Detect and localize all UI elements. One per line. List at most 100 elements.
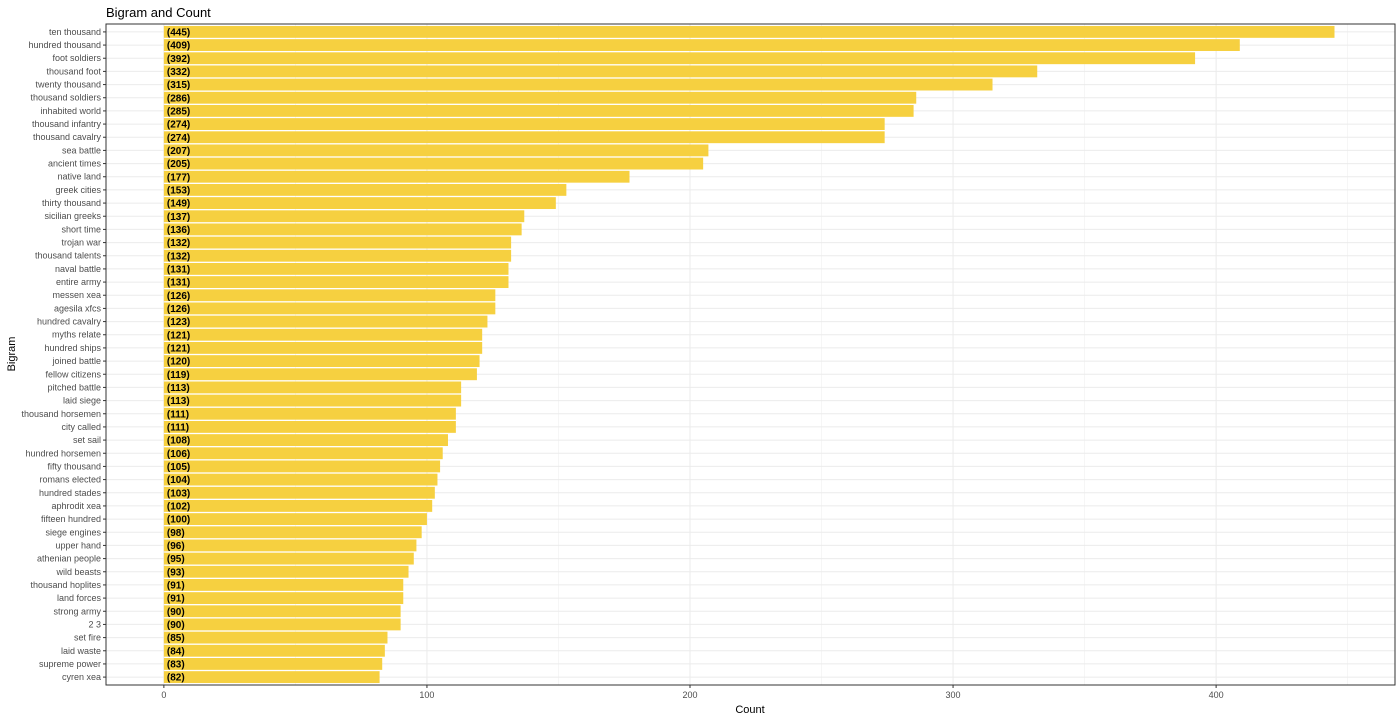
data-label: (84) [167,646,185,657]
data-label: (106) [167,449,190,460]
data-label: (104) [167,475,190,486]
y-tick-label: upper hand [55,540,101,550]
data-label: (286) [167,93,190,104]
y-tick-label: thousand talents [35,251,102,261]
y-tick-label: 2 3 [88,619,101,629]
data-labels: (445) (409) (392) (332) (315) (286) (285) (274)… [167,28,190,684]
bar [163,552,414,565]
bar [163,473,438,486]
data-label: (113) [167,396,190,407]
y-tick-label: trojan war [61,238,101,248]
data-label: (95) [167,554,185,565]
data-label: (149) [167,199,190,210]
y-tick-label: wild beasts [55,567,101,577]
bar [163,328,483,341]
data-label: (103) [167,488,190,499]
y-tick-label: inhabited world [40,106,101,116]
data-label: (392) [167,54,190,65]
bar [163,197,556,210]
y-axis-title: Bigram [6,337,18,372]
y-tick-label: hundred stades [39,488,102,498]
bar [163,381,462,394]
y-tick-label: siege engines [45,527,101,537]
y-tick-label: greek cities [55,185,101,195]
bar [163,170,630,183]
bar [163,420,456,433]
bar [163,447,443,460]
bar [163,289,496,302]
data-label: (105) [167,462,190,473]
y-tick-label: hundred horsemen [25,448,101,458]
x-axis-ticks: 0 100 200 300 400 [161,685,1224,700]
y-tick-label: set sail [73,435,101,445]
y-tick-label: messen xea [52,290,101,300]
bar [163,236,512,249]
bar [163,671,380,684]
y-tick-label: laid siege [63,396,101,406]
bar [163,658,383,670]
bar [163,368,477,381]
bar [163,118,885,130]
y-tick-label: sea battle [62,145,101,155]
data-label: (123) [167,317,190,328]
bar [163,486,435,499]
data-label: (108) [167,436,190,447]
data-label: (93) [167,567,185,578]
x-tick-label: 300 [946,690,961,700]
data-label: (90) [167,620,185,631]
bar [163,341,483,354]
y-tick-label: thousand hoplites [30,580,101,590]
bar [163,302,496,315]
bars [163,25,1335,684]
y-tick-label: romans elected [39,475,101,485]
x-tick-label: 0 [161,690,166,700]
bar [163,131,885,144]
data-label: (131) [167,278,190,289]
data-label: (126) [167,304,190,315]
y-tick-label: sicilian greeks [44,211,101,221]
data-label: (132) [167,238,190,249]
plot-border [105,23,1396,686]
bar [163,434,448,447]
bar [163,460,441,473]
data-label: (131) [167,265,190,276]
bar [163,65,1038,78]
data-label: (90) [167,607,185,618]
bar [163,565,409,578]
data-label: (332) [167,67,190,78]
y-tick-label: thousand infantry [32,119,102,129]
y-axis-ticks: ten thousand hundred thousand foot soldier… [21,27,106,682]
bar [163,223,522,236]
bar [163,631,388,644]
bar [163,539,417,552]
y-tick-label: aphrodit xea [51,501,101,511]
y-tick-label: hundred ships [44,343,101,353]
data-label: (177) [167,172,190,183]
x-tick-label: 400 [1209,690,1224,700]
data-label: (119) [167,370,190,381]
bar [163,144,709,157]
data-label: (102) [167,502,190,513]
data-label: (207) [167,146,190,157]
y-tick-label: joined battle [51,356,101,366]
bar [163,39,1240,51]
y-tick-label: short time [61,224,101,234]
y-tick-label: city called [61,422,101,432]
bar [163,499,433,512]
data-label: (113) [167,383,190,394]
data-label: (205) [167,159,190,170]
data-label: (91) [167,594,185,605]
chart-title: Bigram and Count [106,5,211,20]
bar [163,592,404,605]
bar [163,52,1196,65]
y-tick-label: supreme power [39,659,101,669]
bar [163,157,704,170]
y-tick-label: thousand foot [46,66,101,76]
data-label: (137) [167,212,190,223]
data-label: (315) [167,80,190,91]
y-tick-label: naval battle [55,264,101,274]
y-tick-label: set fire [74,633,101,643]
bar [163,618,401,631]
data-label: (445) [167,28,190,39]
